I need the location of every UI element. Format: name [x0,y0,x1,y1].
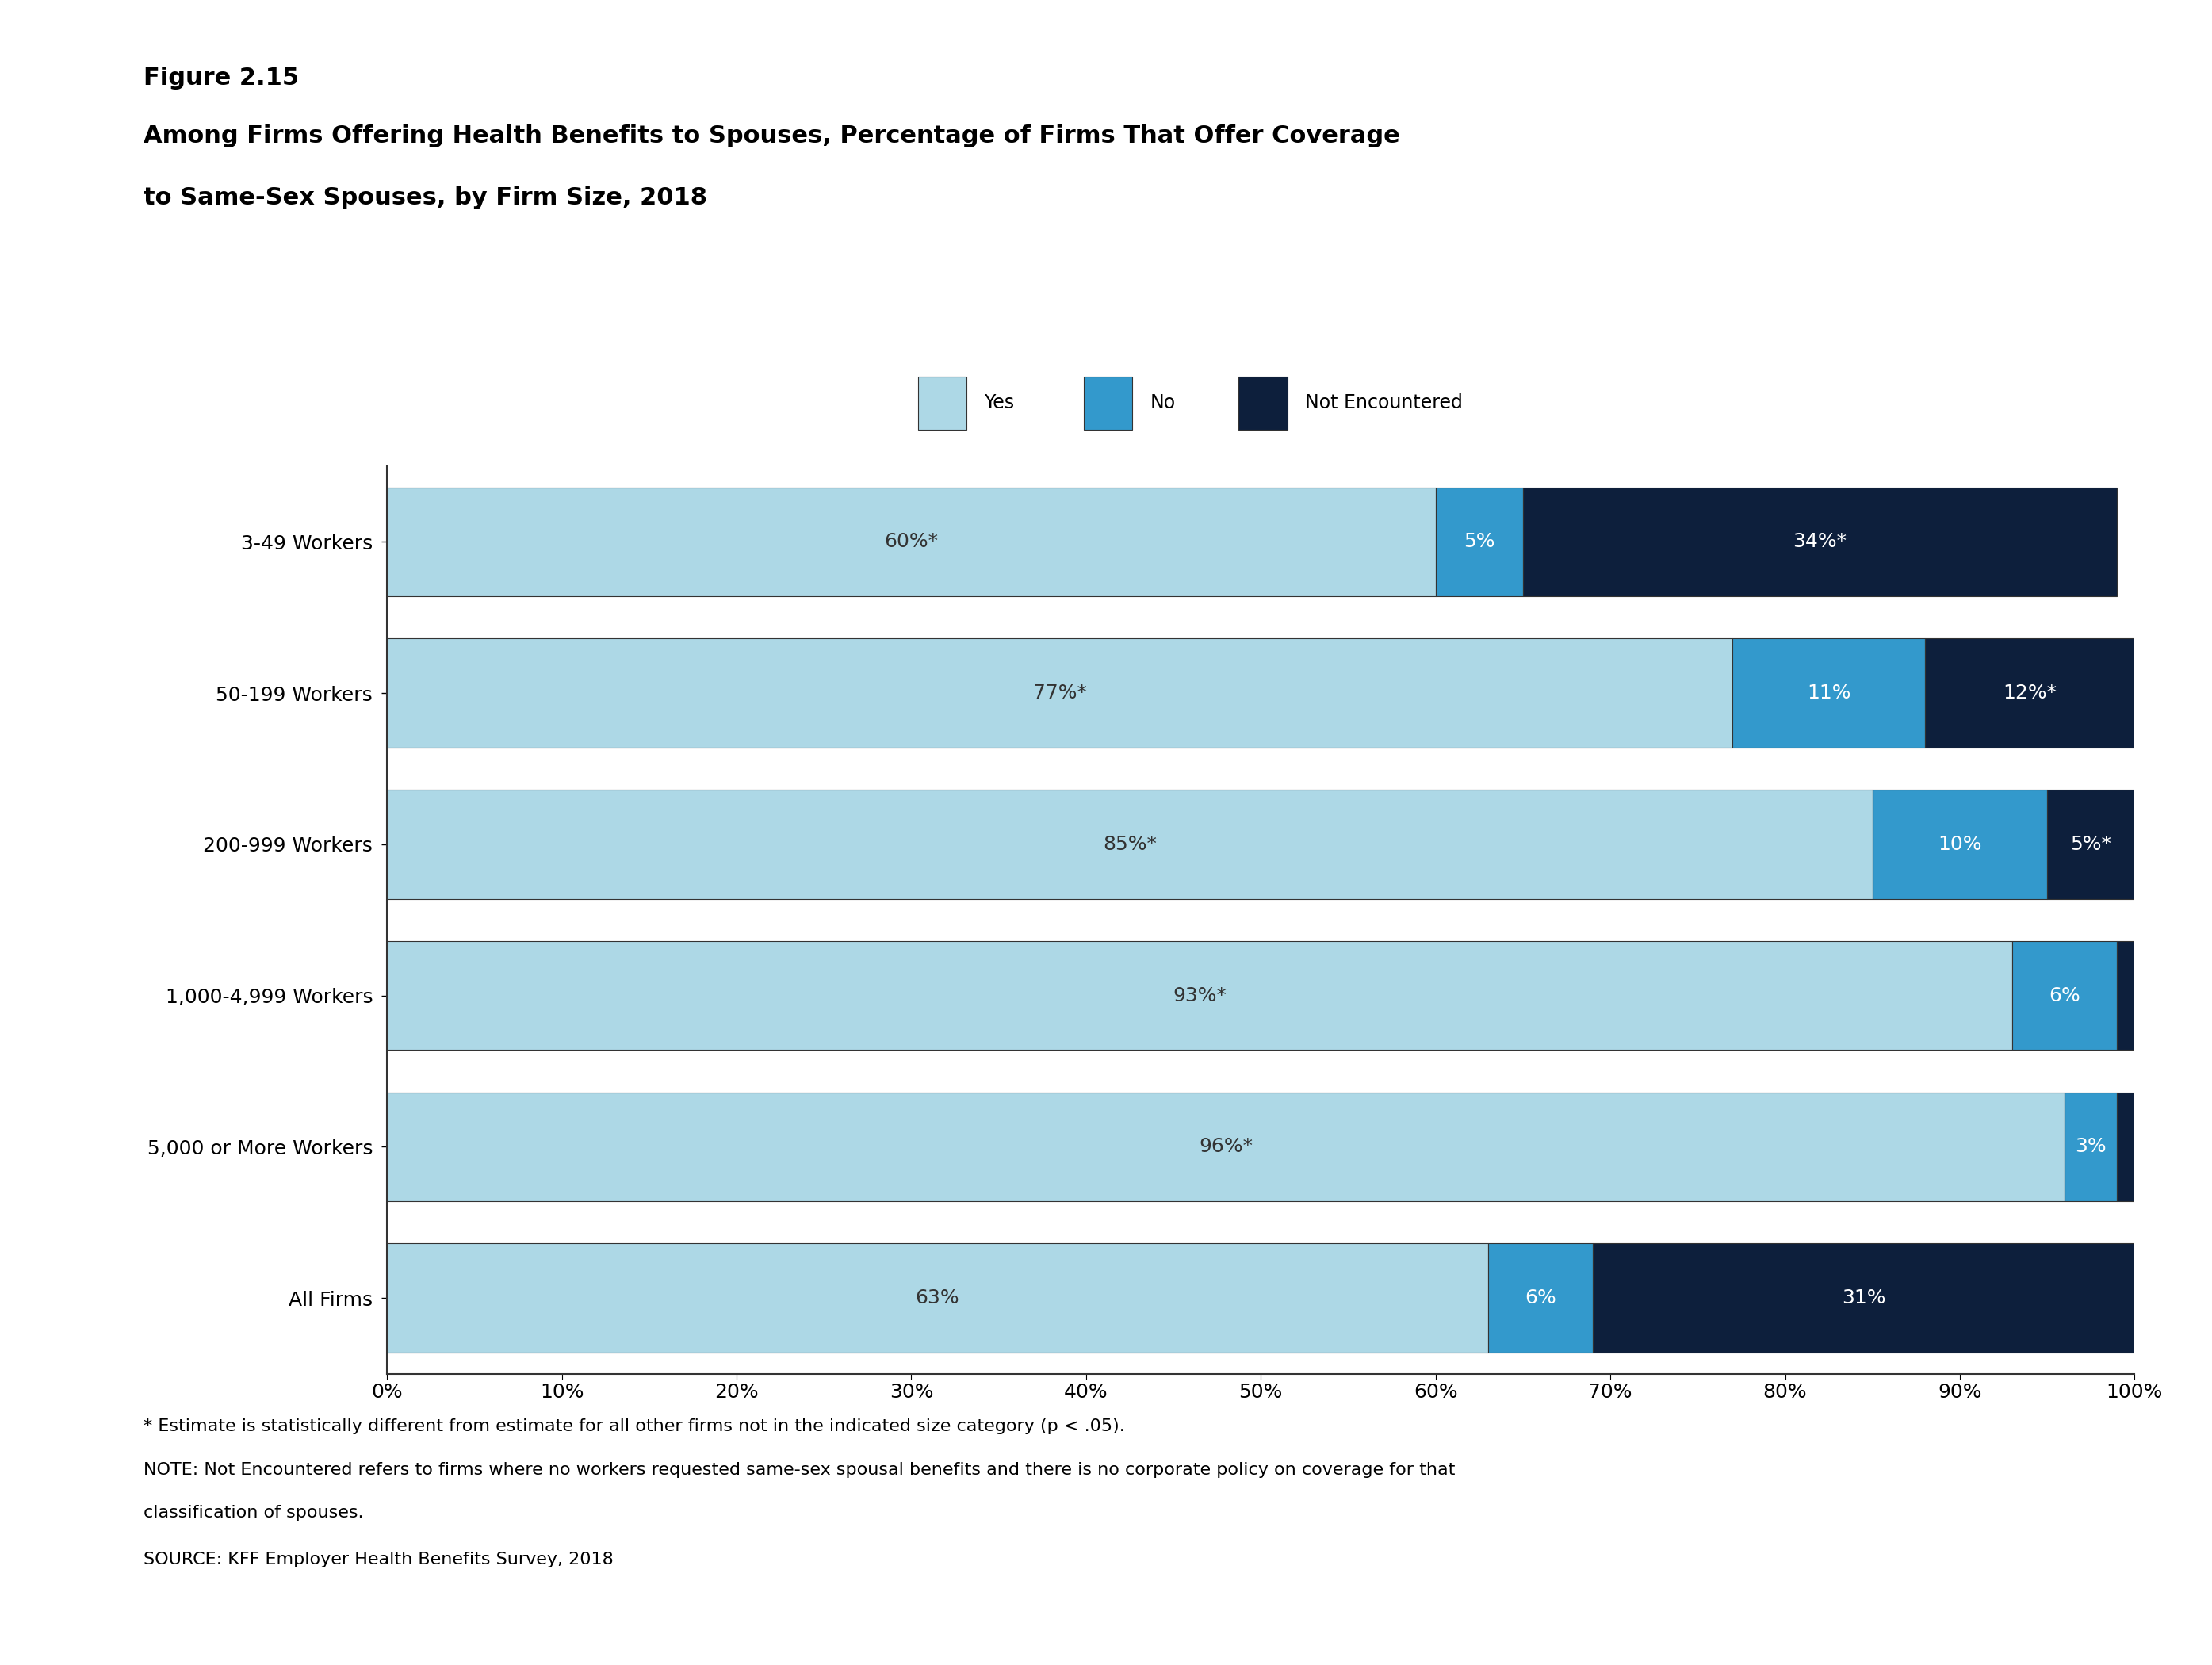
Text: 5%*: 5%* [2070,834,2112,854]
Bar [1871,789,2048,899]
Text: to Same-Sex Spouses, by Firm Size, 2018: to Same-Sex Spouses, by Firm Size, 2018 [144,186,708,210]
Bar [2117,941,2135,1051]
Text: 60%*: 60%* [885,533,938,551]
Text: Yes: Yes [984,393,1015,413]
Text: 96%*: 96%* [1199,1137,1252,1156]
Bar [2117,1092,2135,1200]
Bar [2048,789,2135,899]
Bar [387,1092,2064,1200]
Text: 85%*: 85%* [1104,834,1157,854]
Bar [2064,1092,2117,1200]
Text: 63%: 63% [916,1289,960,1307]
Bar [1593,1244,2135,1352]
Text: classification of spouses.: classification of spouses. [144,1505,363,1522]
Text: Not Encountered: Not Encountered [1305,393,1462,413]
Text: 6%: 6% [2048,986,2081,1006]
Text: 34%*: 34%* [1794,533,1847,551]
Bar [1436,488,1524,596]
Text: * Estimate is statistically different from estimate for all other firms not in t: * Estimate is statistically different fr… [144,1419,1126,1435]
Bar [2013,941,2117,1051]
Text: 93%*: 93%* [1172,986,1228,1006]
Text: Figure 2.15: Figure 2.15 [144,67,299,90]
Bar [1732,639,1924,748]
Text: 31%: 31% [1843,1289,1885,1307]
Bar [387,639,1732,748]
Bar [1924,639,2135,748]
Text: 12%*: 12%* [2002,684,2057,703]
Text: 6%: 6% [1524,1289,1557,1307]
Text: 5%: 5% [1464,533,1495,551]
Text: No: No [1150,393,1177,413]
Bar [387,488,1436,596]
Text: 3%: 3% [2075,1137,2106,1156]
Text: 11%: 11% [1807,684,1851,703]
Bar [387,941,2013,1051]
Text: 10%: 10% [1938,834,1982,854]
Bar [1524,488,2117,596]
Text: NOTE: Not Encountered refers to firms where no workers requested same-sex spousa: NOTE: Not Encountered refers to firms wh… [144,1462,1455,1479]
Text: 77%*: 77%* [1033,684,1086,703]
Text: SOURCE: KFF Employer Health Benefits Survey, 2018: SOURCE: KFF Employer Health Benefits Sur… [144,1552,613,1568]
Bar [1489,1244,1593,1352]
Bar [387,1244,1489,1352]
Text: Among Firms Offering Health Benefits to Spouses, Percentage of Firms That Offer : Among Firms Offering Health Benefits to … [144,125,1400,148]
Bar [387,789,1871,899]
